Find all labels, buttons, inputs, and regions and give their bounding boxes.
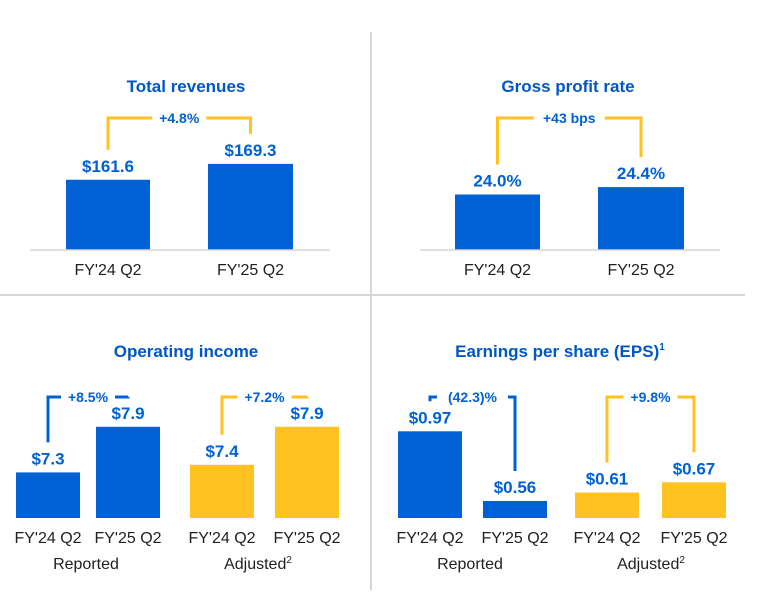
eps-adjusted-change-label: +9.8% bbox=[630, 389, 671, 405]
op-adjusted-bar-2 bbox=[275, 426, 339, 518]
gross-profit-value-label-1: 24.0% bbox=[473, 172, 521, 191]
revenues-bar-2 bbox=[208, 163, 293, 250]
op-adjusted-category-label-1: FY'24 Q2 bbox=[188, 530, 255, 547]
eps-adjusted-value-label-2: $0.67 bbox=[673, 459, 716, 478]
op-reported-category-label-1: FY'24 Q2 bbox=[14, 530, 81, 547]
gross-profit-bar-1 bbox=[455, 194, 540, 250]
eps-adjusted-text: Adjusted bbox=[617, 556, 679, 573]
chart-marks: $161.6 FY'24 Q2 $169.3 FY'25 Q2 +4.8% 24.0% FY… bbox=[14, 110, 727, 547]
gross-profit-category-label-1: FY'24 Q2 bbox=[464, 262, 531, 279]
op-reported-bar-2 bbox=[96, 426, 160, 518]
gross-profit-value-label-2: 24.4% bbox=[617, 164, 665, 183]
eps-reported-change-label: (42.3)% bbox=[448, 389, 498, 405]
gross-profit-bracket-left bbox=[496, 116, 534, 165]
op-adjusted-value-label-2: $7.9 bbox=[290, 404, 323, 423]
group-label-op-reported: Reported bbox=[53, 556, 119, 573]
revenues-value-label-2: $169.3 bbox=[225, 141, 277, 160]
eps-reported-category-label-1: FY'24 Q2 bbox=[396, 530, 463, 547]
eps-adjusted-bar-1 bbox=[575, 492, 639, 518]
eps-reported-bracket-right bbox=[507, 395, 517, 471]
eps-adjusted-category-label-1: FY'24 Q2 bbox=[573, 530, 640, 547]
revenues-value-label-1: $161.6 bbox=[82, 157, 134, 176]
eps-reported-bar-2 bbox=[483, 501, 547, 518]
panel-title-eps: Earnings per share (EPS)1 bbox=[455, 342, 665, 361]
op-adjusted-change-label: +7.2% bbox=[244, 389, 285, 405]
revenues-bar-1 bbox=[66, 179, 150, 250]
panel-title-total-revenues: Total revenues bbox=[127, 77, 246, 96]
eps-adjusted-bracket-left bbox=[605, 395, 624, 463]
gross-profit-change-label: +43 bps bbox=[543, 110, 596, 126]
eps-adjusted-bracket-right bbox=[677, 395, 696, 453]
group-label-op-adjusted: Adjusted2 bbox=[224, 555, 292, 573]
op-reported-category-label-2: FY'25 Q2 bbox=[94, 530, 161, 547]
op-reported-change-label: +8.5% bbox=[68, 389, 109, 405]
group-label-eps-reported: Reported bbox=[437, 556, 503, 573]
eps-title-footnote: 1 bbox=[659, 342, 665, 353]
op-adjusted-value-label-1: $7.4 bbox=[205, 442, 239, 461]
gross-profit-category-label-2: FY'25 Q2 bbox=[607, 262, 674, 279]
gross-profit-bar-2 bbox=[598, 187, 684, 250]
revenues-category-label-1: FY'24 Q2 bbox=[74, 262, 141, 279]
op-reported-value-label-1: $7.3 bbox=[31, 449, 64, 468]
op-adjusted-bar-1 bbox=[190, 464, 254, 518]
eps-adjusted-category-label-2: FY'25 Q2 bbox=[660, 530, 727, 547]
group-label-eps-adjusted: Adjusted2 bbox=[617, 555, 685, 573]
op-reported-bracket-left bbox=[46, 395, 61, 443]
eps-reported-category-label-2: FY'25 Q2 bbox=[481, 530, 548, 547]
eps-title-text: Earnings per share (EPS) bbox=[455, 342, 659, 361]
revenues-category-label-2: FY'25 Q2 bbox=[217, 262, 284, 279]
op-adjusted-footnote: 2 bbox=[286, 555, 292, 566]
op-adjusted-category-label-2: FY'25 Q2 bbox=[273, 530, 340, 547]
eps-reported-bar-1 bbox=[398, 431, 462, 518]
eps-reported-bracket-left bbox=[428, 395, 438, 402]
eps-adjusted-footnote: 2 bbox=[679, 555, 685, 566]
op-adjusted-bracket-left bbox=[220, 395, 238, 435]
revenues-bracket-right bbox=[206, 116, 252, 134]
revenues-bracket-left bbox=[106, 116, 153, 150]
gross-profit-bracket-right bbox=[604, 116, 643, 158]
eps-adjusted-bar-2 bbox=[662, 482, 726, 518]
eps-adjusted-value-label-1: $0.61 bbox=[586, 470, 629, 489]
revenues-change-label: +4.8% bbox=[159, 110, 200, 126]
panel-title-gross-profit-rate: Gross profit rate bbox=[501, 77, 634, 96]
eps-reported-value-label-2: $0.56 bbox=[494, 478, 537, 497]
eps-reported-value-label-1: $0.97 bbox=[409, 408, 452, 427]
op-reported-value-label-2: $7.9 bbox=[111, 404, 144, 423]
op-reported-bar-1 bbox=[16, 472, 80, 518]
panel-title-operating-income: Operating income bbox=[114, 342, 259, 361]
op-adjusted-text: Adjusted bbox=[224, 556, 286, 573]
